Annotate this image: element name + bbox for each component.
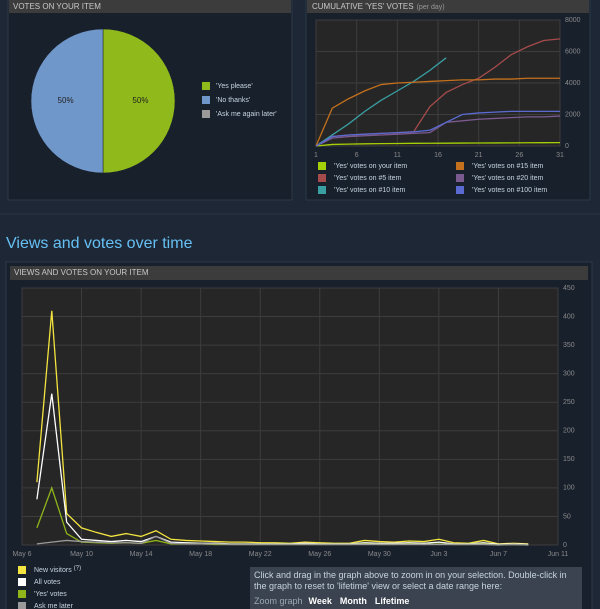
legend-label: 'Yes' votes on your item bbox=[334, 163, 407, 170]
legend-label: 'Yes' votes bbox=[34, 591, 67, 598]
y-tick-label: 8000 bbox=[565, 17, 581, 24]
y-tick-label: 250 bbox=[563, 399, 575, 406]
legend-swatch bbox=[456, 162, 464, 170]
y-tick-label: 300 bbox=[563, 371, 575, 378]
x-tick-label: Jun 11 bbox=[548, 551, 569, 558]
chart-subtitle: (per day) bbox=[417, 4, 445, 11]
legend-label: 'Yes' votes on #15 item bbox=[472, 163, 543, 170]
x-tick-label: 21 bbox=[475, 152, 483, 159]
legend-swatch bbox=[318, 186, 326, 194]
legend-label: 'Yes please' bbox=[216, 83, 253, 90]
legend-label: Ask me later bbox=[34, 603, 74, 609]
x-tick-label: May 18 bbox=[189, 551, 212, 558]
legend-label: 'Yes' votes on #100 item bbox=[472, 187, 547, 194]
y-tick-label: 450 bbox=[563, 285, 575, 292]
zoom-label: Zoom graph bbox=[254, 596, 303, 606]
panel-header bbox=[10, 266, 588, 280]
y-tick-label: 350 bbox=[563, 342, 575, 349]
chart-title: CUMULATIVE 'YES' VOTES bbox=[312, 2, 414, 11]
x-tick-label: 26 bbox=[515, 152, 523, 159]
y-tick-label: 4000 bbox=[565, 80, 581, 87]
x-tick-label: 31 bbox=[556, 152, 564, 159]
x-tick-label: May 30 bbox=[368, 551, 391, 558]
y-tick-label: 50 bbox=[563, 513, 571, 520]
slice-label: 50% bbox=[58, 96, 74, 105]
plot-area bbox=[21, 287, 559, 546]
zoom-option[interactable]: Week bbox=[308, 596, 332, 606]
series-line bbox=[315, 77, 560, 147]
x-tick-label: 1 bbox=[314, 152, 318, 159]
slice-label: 50% bbox=[132, 96, 148, 105]
pie-slice bbox=[30, 28, 104, 174]
legend-swatch bbox=[18, 566, 26, 574]
legend-swatch bbox=[456, 174, 464, 182]
x-tick-label: 16 bbox=[434, 152, 442, 159]
legend-label: 'Yes' votes on #10 item bbox=[334, 187, 405, 194]
series-line bbox=[315, 110, 560, 147]
chart-title: VOTES ON YOUR ITEM bbox=[13, 2, 101, 11]
y-tick-label: 6000 bbox=[565, 48, 581, 55]
legend-swatch bbox=[456, 186, 464, 194]
legend-label: 'Ask me again later' bbox=[216, 111, 277, 118]
legend-label: 'No thanks' bbox=[216, 97, 250, 104]
x-tick-label: 11 bbox=[394, 152, 401, 159]
legend-label: All votes bbox=[34, 579, 61, 586]
legend-swatch bbox=[318, 162, 326, 170]
x-tick-label: May 6 bbox=[12, 551, 31, 558]
zoom-help: Click and drag in the graph above to zoo… bbox=[250, 567, 582, 609]
legend-swatch bbox=[18, 578, 26, 586]
series-line bbox=[36, 535, 529, 546]
help-text: Click and drag in the graph above to zoo… bbox=[254, 570, 567, 591]
series-line bbox=[36, 310, 529, 545]
series-line bbox=[315, 115, 561, 147]
chart-title: VIEWS AND VOTES ON YOUR ITEM bbox=[14, 268, 149, 277]
x-tick-label: May 14 bbox=[130, 551, 153, 558]
section-heading: Views and votes over time bbox=[6, 235, 193, 252]
help-marker[interactable]: (?) bbox=[74, 566, 81, 572]
legend-label: 'Yes' votes on #20 item bbox=[472, 175, 543, 182]
legend-swatch bbox=[18, 590, 26, 598]
legend-swatch bbox=[202, 96, 210, 104]
panel-header bbox=[9, 0, 291, 13]
series-line bbox=[315, 57, 447, 147]
zoom-row: Zoom graph Week Month Lifetime bbox=[254, 596, 578, 607]
y-tick-label: 0 bbox=[563, 542, 567, 549]
x-tick-label: Jun 7 bbox=[490, 551, 507, 558]
x-tick-label: 6 bbox=[355, 152, 359, 159]
panel-header bbox=[307, 0, 589, 13]
legend-swatch bbox=[202, 110, 210, 118]
x-tick-label: May 26 bbox=[308, 551, 331, 558]
legend-swatch bbox=[202, 82, 210, 90]
y-tick-label: 2000 bbox=[565, 111, 581, 118]
zoom-option[interactable]: Month bbox=[339, 596, 367, 606]
y-tick-label: 0 bbox=[565, 143, 569, 150]
legend-label: New visitors bbox=[34, 567, 72, 574]
y-tick-label: 100 bbox=[563, 485, 575, 492]
zoom-option[interactable]: Lifetime bbox=[374, 596, 410, 606]
y-tick-label: 150 bbox=[563, 456, 575, 463]
series-line bbox=[315, 141, 561, 147]
x-tick-label: Jun 3 bbox=[430, 551, 447, 558]
legend-label: 'Yes' votes on #5 item bbox=[334, 175, 402, 182]
x-tick-label: May 10 bbox=[70, 551, 93, 558]
legend-swatch bbox=[18, 602, 26, 609]
legend-swatch bbox=[318, 174, 326, 182]
y-tick-label: 200 bbox=[563, 428, 575, 435]
pie-slice bbox=[102, 28, 176, 174]
y-tick-label: 400 bbox=[563, 313, 575, 320]
x-tick-label: May 22 bbox=[249, 551, 272, 558]
